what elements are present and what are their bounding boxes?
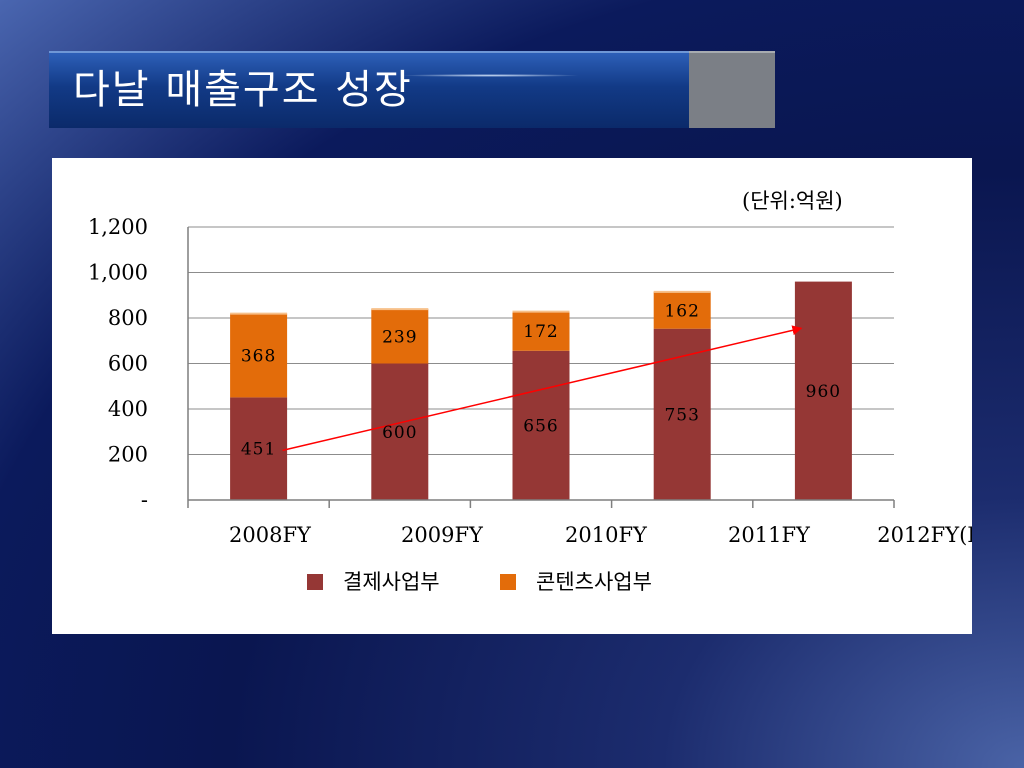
- data-label: 368: [241, 347, 276, 367]
- legend-swatch: [500, 574, 516, 590]
- title-bar: 다날 매출구조 성장: [49, 51, 689, 128]
- y-tick-label: 800: [108, 306, 148, 330]
- legend-label: 콘텐츠사업부: [536, 570, 652, 594]
- data-label: 753: [664, 405, 699, 425]
- y-tick-label: 200: [108, 443, 148, 467]
- x-tick-label: 2008FY: [229, 523, 312, 547]
- title-accent-box: [689, 51, 775, 128]
- chart-panel: (단위:억원) - 200 400 600 800 1,000 1,200 451 368 600…: [52, 158, 991, 634]
- y-tick-label: 1,000: [88, 261, 148, 285]
- legend: 결제사업부 콘텐츠사업부: [307, 570, 652, 594]
- bar-segment: [653, 291, 711, 329]
- data-label: 656: [523, 416, 558, 436]
- data-label: 600: [382, 423, 417, 443]
- bar-segment: [794, 281, 852, 500]
- x-tick-label: 2009FY: [401, 523, 484, 547]
- bar-segment: [653, 328, 711, 500]
- bar-segment: [371, 309, 429, 364]
- legend-label: 결제사업부: [343, 570, 440, 594]
- y-tick-label: 400: [108, 397, 148, 421]
- labels: - 200 400 600 800 1,000 1,200 451 368 600 239 656 17…: [88, 215, 991, 547]
- y-tick-label: 600: [108, 352, 148, 376]
- bar-segment: [512, 350, 570, 500]
- data-label: 239: [382, 327, 417, 347]
- data-label: 451: [241, 440, 276, 460]
- x-tick-label: 2010FY: [565, 523, 648, 547]
- trend-arrow: [282, 325, 803, 452]
- data-label: 960: [806, 382, 841, 402]
- bar-segment: [512, 311, 570, 351]
- unit-note: (단위:억원): [742, 189, 843, 213]
- stacked-bar-chart: - 200 400 600 800 1,000 1,200 451 368 600 239 656 17…: [88, 215, 991, 594]
- axes: [187, 227, 895, 508]
- x-tick-label: 2011FY: [728, 523, 811, 547]
- slide-title: 다날 매출구조 성장: [73, 67, 413, 113]
- bars: [230, 281, 852, 500]
- data-label: 162: [664, 301, 699, 321]
- data-label: 172: [523, 322, 558, 342]
- x-tick-label: 2012FY(E): [877, 523, 972, 547]
- legend-swatch: [307, 574, 323, 590]
- y-tick-label: -: [141, 488, 148, 512]
- bar-segment: [230, 313, 288, 398]
- y-tick-label: 1,200: [88, 215, 148, 239]
- bar-segment: [230, 397, 288, 500]
- bar-segment: [371, 363, 429, 500]
- title-glow: [400, 74, 580, 77]
